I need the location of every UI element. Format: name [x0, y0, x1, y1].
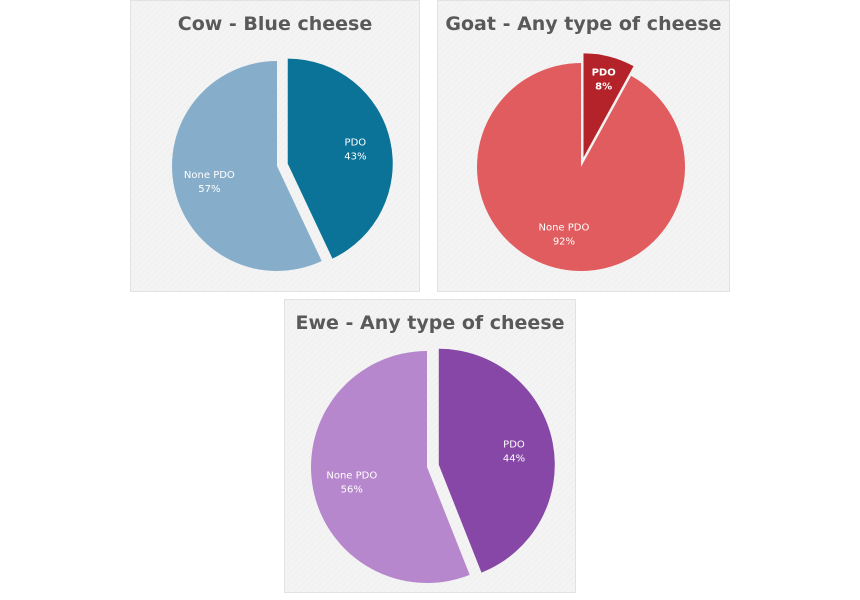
slice-category-label: None PDO — [184, 170, 235, 181]
chart-panel-ewe: Ewe - Any type of cheese PDO 44% None PDO 5… — [284, 299, 576, 593]
pie-chart-goat: PDO 8% None PDO 92% — [477, 53, 685, 271]
pie-slice-none-pdo — [310, 351, 470, 583]
slice-category-label: None PDO — [326, 470, 377, 481]
chart-title: Ewe - Any type of cheese — [295, 312, 565, 334]
slice-value-label: 43% — [344, 151, 366, 162]
pie-chart-ewe: PDO 44% None PDO 56% — [310, 348, 555, 583]
slice-category-label: None PDO — [538, 222, 589, 233]
slice-value-label: 44% — [503, 453, 525, 464]
chart-title: Cow - Blue cheese — [177, 13, 373, 35]
slice-category-label: PDO — [503, 439, 525, 450]
pie-slice-pdo — [438, 348, 555, 573]
pie-slice-pdo — [287, 58, 393, 259]
slice-value-label: 92% — [553, 236, 575, 247]
slice-value-label: 56% — [341, 484, 363, 495]
slice-value-label: 8% — [595, 82, 612, 93]
pie-slice-pdo — [583, 53, 634, 158]
pie-slice-none-pdo — [477, 63, 685, 271]
pie-chart-cow: PDO 43% None PDO 57% — [172, 58, 393, 271]
chart-panel-goat: Goat - Any type of cheese PDO 8% None PDO 9… — [437, 0, 730, 292]
pie-slice-none-pdo — [172, 61, 322, 271]
chart-title: Goat - Any type of cheese — [445, 13, 722, 35]
slice-category-label: PDO — [592, 68, 616, 79]
slice-category-label: PDO — [345, 137, 367, 148]
slice-value-label: 57% — [198, 184, 220, 195]
chart-panel-cow: Cow - Blue cheese PDO 43% None PDO 57% — [130, 0, 420, 292]
